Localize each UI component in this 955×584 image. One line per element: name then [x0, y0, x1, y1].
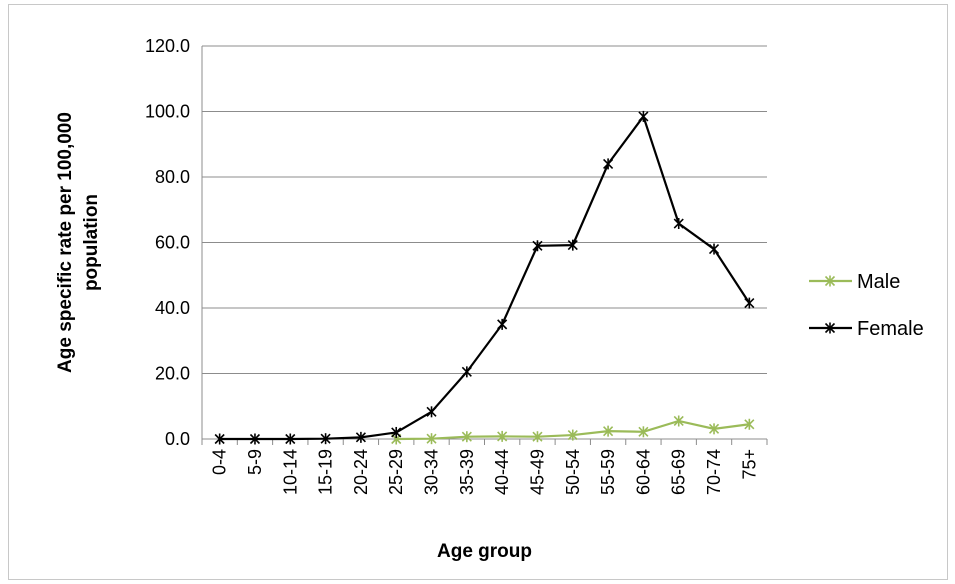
chart-frame	[8, 4, 948, 580]
female-data-point	[638, 110, 649, 122]
series-group	[214, 110, 755, 445]
male-data-point	[744, 418, 755, 430]
male-data-point	[638, 426, 649, 438]
legend-item-male: Male	[809, 271, 900, 293]
female-data-point	[673, 218, 684, 230]
x-tick-label: 10-14	[280, 449, 300, 495]
female-data-point	[532, 240, 543, 252]
male-data-point	[426, 433, 437, 445]
x-tick-label: 60-64	[633, 449, 653, 495]
x-tick-label: 45-49	[527, 449, 547, 495]
legend-item-female: Female	[809, 318, 924, 340]
y-tick-label: 0.0	[165, 429, 190, 449]
legend-marker-female	[824, 322, 836, 334]
y-tick-label: 120.0	[145, 36, 190, 56]
female-data-point	[320, 433, 331, 445]
female-data-point	[249, 433, 261, 445]
x-tick-label: 75+	[739, 449, 759, 480]
x-tick-label: 30-34	[422, 449, 442, 495]
male-data-point	[603, 425, 614, 437]
x-tick-label: 50-54	[563, 449, 583, 495]
y-tick-label: 80.0	[155, 167, 190, 187]
x-tick-label: 35-39	[457, 449, 477, 495]
gridlines	[201, 45, 767, 440]
legend-label-female: Female	[857, 318, 924, 340]
female-data-point	[461, 366, 472, 378]
female-data-point	[355, 431, 366, 443]
y-tick-label: 100.0	[145, 102, 190, 122]
female-data-point	[708, 243, 720, 255]
male-data-point	[497, 430, 508, 442]
female-data-point	[285, 433, 296, 445]
x-tick-label: 0-4	[210, 449, 230, 475]
x-tick-labels: 0-4 5-9 10-14 15-19 20-24 25-29 30-34 35-39 40-4…	[201, 439, 768, 495]
y-tick-label: 20.0	[155, 364, 190, 384]
y-tick-label: 60.0	[155, 233, 190, 253]
female-series-line	[219, 114, 751, 441]
female-data-point	[214, 433, 225, 445]
female-data-point	[391, 426, 402, 438]
legend-label-male: Male	[857, 271, 900, 293]
x-tick-label: 25-29	[386, 449, 406, 495]
male-data-point	[673, 415, 684, 427]
legend: Male Female	[809, 271, 924, 340]
x-tick-label: 40-44	[492, 449, 512, 495]
female-data-point	[426, 406, 437, 418]
male-data-point	[532, 431, 543, 443]
female-data-point	[567, 239, 578, 251]
male-data-point	[708, 423, 720, 435]
x-tick-label: 20-24	[351, 449, 371, 495]
y-tick-labels: 0.0 20.0 40.0 60.0 80.0 100.0 120.0	[145, 36, 190, 449]
female-data-point	[497, 318, 508, 330]
x-tick-label: 15-19	[316, 449, 336, 495]
male-data-point	[461, 431, 472, 443]
y-tick-label: 40.0	[155, 298, 190, 318]
x-axis-title: Age group	[437, 541, 532, 562]
legend-marker-male	[824, 275, 836, 287]
x-tick-label: 55-59	[598, 449, 618, 495]
female-data-point	[603, 158, 614, 170]
y-axis-title-line2: population	[81, 194, 102, 291]
x-tick-label: 70-74	[704, 449, 724, 495]
female-data-point	[744, 297, 755, 309]
x-tick-label: 5-9	[245, 449, 265, 475]
male-data-point	[567, 429, 578, 441]
y-axis-title: Age specific rate per 100,000	[55, 112, 76, 373]
x-tick-label: 65-69	[669, 449, 689, 495]
